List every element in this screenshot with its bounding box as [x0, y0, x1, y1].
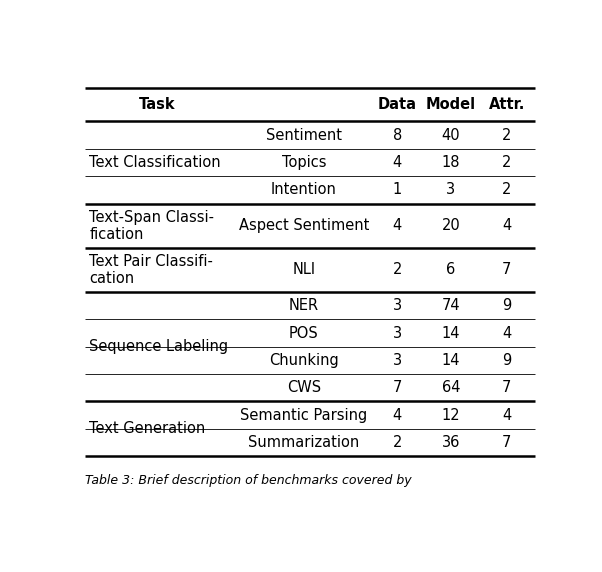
- Text: 4: 4: [393, 155, 402, 170]
- Text: POS: POS: [289, 325, 318, 340]
- Text: 2: 2: [393, 435, 402, 450]
- Text: 20: 20: [441, 218, 460, 233]
- Text: 9: 9: [502, 353, 512, 368]
- Text: 7: 7: [393, 380, 402, 395]
- Text: 14: 14: [442, 325, 460, 340]
- Text: 3: 3: [393, 298, 402, 313]
- Text: Semantic Parsing: Semantic Parsing: [240, 408, 367, 423]
- Text: 14: 14: [442, 353, 460, 368]
- Text: Data: Data: [377, 97, 417, 113]
- Text: Text Classification: Text Classification: [89, 155, 221, 170]
- Text: 4: 4: [502, 408, 512, 423]
- Text: Task: Task: [138, 97, 175, 113]
- Text: 36: 36: [442, 435, 460, 450]
- Text: 3: 3: [446, 182, 455, 197]
- Text: 18: 18: [442, 155, 460, 170]
- Text: NLI: NLI: [293, 263, 315, 277]
- Text: Text-Span Classi-
fication: Text-Span Classi- fication: [89, 209, 214, 242]
- Text: 2: 2: [502, 128, 512, 142]
- Text: 2: 2: [502, 182, 512, 197]
- Text: 4: 4: [502, 218, 512, 233]
- Text: NER: NER: [289, 298, 319, 313]
- Text: 1: 1: [393, 182, 402, 197]
- Text: Model: Model: [426, 97, 476, 113]
- Text: Table 3: Brief description of benchmarks covered by: Table 3: Brief description of benchmarks…: [84, 474, 411, 487]
- Text: Sequence Labeling: Sequence Labeling: [89, 339, 228, 354]
- Text: 6: 6: [446, 263, 456, 277]
- Text: 4: 4: [393, 218, 402, 233]
- Text: 4: 4: [502, 325, 512, 340]
- Text: 2: 2: [393, 263, 402, 277]
- Text: CWS: CWS: [287, 380, 321, 395]
- Text: 3: 3: [393, 325, 402, 340]
- Text: Summarization: Summarization: [248, 435, 359, 450]
- Text: Sentiment: Sentiment: [266, 128, 342, 142]
- Text: Chunking: Chunking: [269, 353, 339, 368]
- Text: 7: 7: [502, 380, 512, 395]
- Text: Intention: Intention: [271, 182, 337, 197]
- Text: 8: 8: [393, 128, 402, 142]
- Text: 7: 7: [502, 435, 512, 450]
- Text: 9: 9: [502, 298, 512, 313]
- Text: 7: 7: [502, 263, 512, 277]
- Text: 3: 3: [393, 353, 402, 368]
- Text: 74: 74: [441, 298, 460, 313]
- Text: Attr.: Attr.: [489, 97, 525, 113]
- Text: 64: 64: [442, 380, 460, 395]
- Text: 12: 12: [441, 408, 460, 423]
- Text: Text Generation: Text Generation: [89, 422, 205, 436]
- Text: 40: 40: [441, 128, 460, 142]
- Text: 2: 2: [502, 155, 512, 170]
- Text: Topics: Topics: [282, 155, 326, 170]
- Text: Aspect Sentiment: Aspect Sentiment: [238, 218, 369, 233]
- Text: Text Pair Classifi-
cation: Text Pair Classifi- cation: [89, 254, 213, 286]
- Text: 4: 4: [393, 408, 402, 423]
